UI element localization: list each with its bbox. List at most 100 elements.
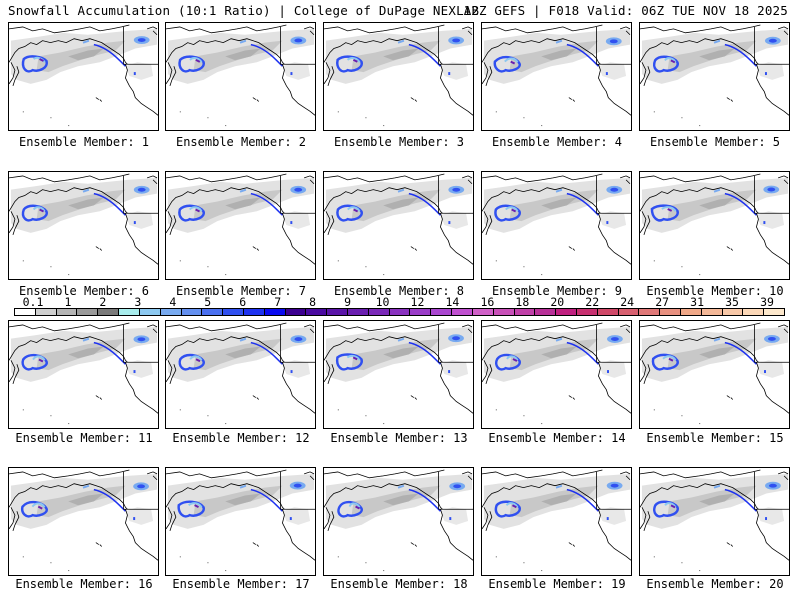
- coastlines: [640, 322, 789, 414]
- colorbar-swatch: [639, 309, 661, 315]
- ensemble-member-map: [8, 22, 159, 131]
- islands: [495, 409, 543, 425]
- colorbar-swatch: [15, 309, 36, 315]
- islands: [337, 556, 385, 572]
- colorbar-swatch: [327, 309, 348, 315]
- snow-shading-color: [335, 334, 464, 374]
- ensemble-member-map: [8, 320, 159, 429]
- colorbar-swatch: [431, 309, 453, 315]
- islands: [179, 556, 227, 572]
- ensemble-member-label: Ensemble Member: 10: [646, 284, 784, 298]
- colorbar-swatch: [98, 309, 120, 315]
- islands: [653, 409, 701, 425]
- snow-shading-color: [650, 185, 780, 225]
- colorbar-tick-label: 18: [515, 295, 530, 309]
- islands: [337, 260, 385, 276]
- colorbar-tick-label: 12: [410, 295, 425, 309]
- coastlines: [482, 24, 631, 116]
- colorbar-swatch: [452, 309, 473, 315]
- colorbar-tick-label: 0.1: [22, 295, 44, 309]
- snow-shading-color: [652, 36, 781, 76]
- colorbar-tick-label: 1: [64, 295, 72, 309]
- coastlines: [166, 24, 315, 116]
- colorbar-tick-label: 10: [375, 295, 390, 309]
- coastlines: [166, 469, 315, 561]
- page-title: Snowfall Accumulation (10:1 Ratio) | Col…: [8, 3, 480, 18]
- ensemble-member-label: Ensemble Member: 7: [175, 284, 307, 298]
- ensemble-member-label: Ensemble Member: 11: [15, 431, 153, 445]
- colorbar-swatch: [722, 309, 744, 315]
- ensemble-member-map: [639, 320, 790, 429]
- colorbar-swatch: [223, 309, 244, 315]
- islands: [495, 111, 543, 127]
- ensemble-member-map: [323, 320, 474, 429]
- colorbar-swatch: [56, 309, 78, 315]
- islands: [653, 111, 701, 127]
- snow-shading-gray: [325, 473, 473, 529]
- colorbar-tick-label: 4: [169, 295, 177, 309]
- islands: [179, 111, 227, 127]
- islands: [653, 260, 701, 276]
- colorbar-tick-label: 14: [445, 295, 460, 309]
- snow-shading-color: [653, 481, 781, 521]
- colorbar-tick-label: 9: [344, 295, 352, 309]
- ensemble-member-map: [165, 171, 316, 280]
- colorbar-tick-label: 8: [309, 295, 317, 309]
- snow-shading-color: [651, 334, 780, 374]
- colorbar-swatch: [35, 309, 57, 315]
- coastlines: [324, 469, 473, 561]
- colorbar-tick-label: 16: [480, 295, 495, 309]
- colorbar-tick-label: 31: [690, 295, 705, 309]
- snow-shading-color: [177, 481, 306, 521]
- ensemble-member-label: Ensemble Member: 5: [649, 135, 781, 149]
- snow-shading-color: [21, 185, 150, 225]
- islands: [495, 556, 543, 572]
- snow-shading-color: [336, 36, 465, 76]
- coastlines: [9, 24, 158, 116]
- snow-shading-color: [21, 36, 150, 76]
- colorbar-swatch: [472, 309, 494, 315]
- ensemble-member-map: [165, 320, 316, 429]
- coastlines: [9, 469, 158, 561]
- colorbar-swatch: [285, 309, 307, 315]
- islands: [22, 556, 70, 572]
- ensemble-member-label: Ensemble Member: 12: [172, 431, 310, 445]
- ensemble-member-label: Ensemble Member: 18: [330, 577, 468, 591]
- islands: [495, 260, 543, 276]
- ensemble-member-label: Ensemble Member: 8: [333, 284, 465, 298]
- islands: [337, 111, 385, 127]
- colorbar-swatch: [681, 309, 702, 315]
- coastlines: [640, 469, 789, 561]
- colorbar-swatch: [556, 309, 577, 315]
- ensemble-member-label: Ensemble Member: 20: [646, 577, 784, 591]
- colorbar-swatch: [389, 309, 411, 315]
- colorbar-swatch: [514, 309, 536, 315]
- colorbar-swatch: [743, 309, 765, 315]
- ensemble-member-map: [323, 22, 474, 131]
- ensemble-member-label: Ensemble Member: 2: [175, 135, 307, 149]
- snow-shading-color: [336, 185, 465, 225]
- coastlines: [324, 173, 473, 265]
- snow-shading-color: [20, 482, 149, 521]
- ensemble-member-map: [639, 22, 790, 131]
- ensemble-member-map: [165, 22, 316, 131]
- coastlines: [324, 24, 473, 116]
- colorbar-tick-label: 7: [274, 295, 282, 309]
- snow-shading-gray: [167, 177, 315, 233]
- ensemble-member-map: [481, 467, 632, 576]
- ensemble-member-label: Ensemble Member: 13: [330, 431, 468, 445]
- ensemble-member-map: [323, 467, 474, 576]
- ensemble-member-label: Ensemble Member: 6: [18, 284, 150, 298]
- islands: [22, 260, 70, 276]
- colorbar-swatch: [306, 309, 328, 315]
- islands: [653, 556, 701, 572]
- colorbar-swatch: [597, 309, 619, 315]
- colorbar-swatch: [410, 309, 432, 315]
- colorbar-swatch: [493, 309, 515, 315]
- colorbar-swatch: [348, 309, 369, 315]
- colorbar-swatch: [764, 309, 785, 315]
- colorbar-swatch: [181, 309, 203, 315]
- ensemble-member-map: [639, 467, 790, 576]
- ensemble-member-map: [481, 171, 632, 280]
- islands: [22, 111, 70, 127]
